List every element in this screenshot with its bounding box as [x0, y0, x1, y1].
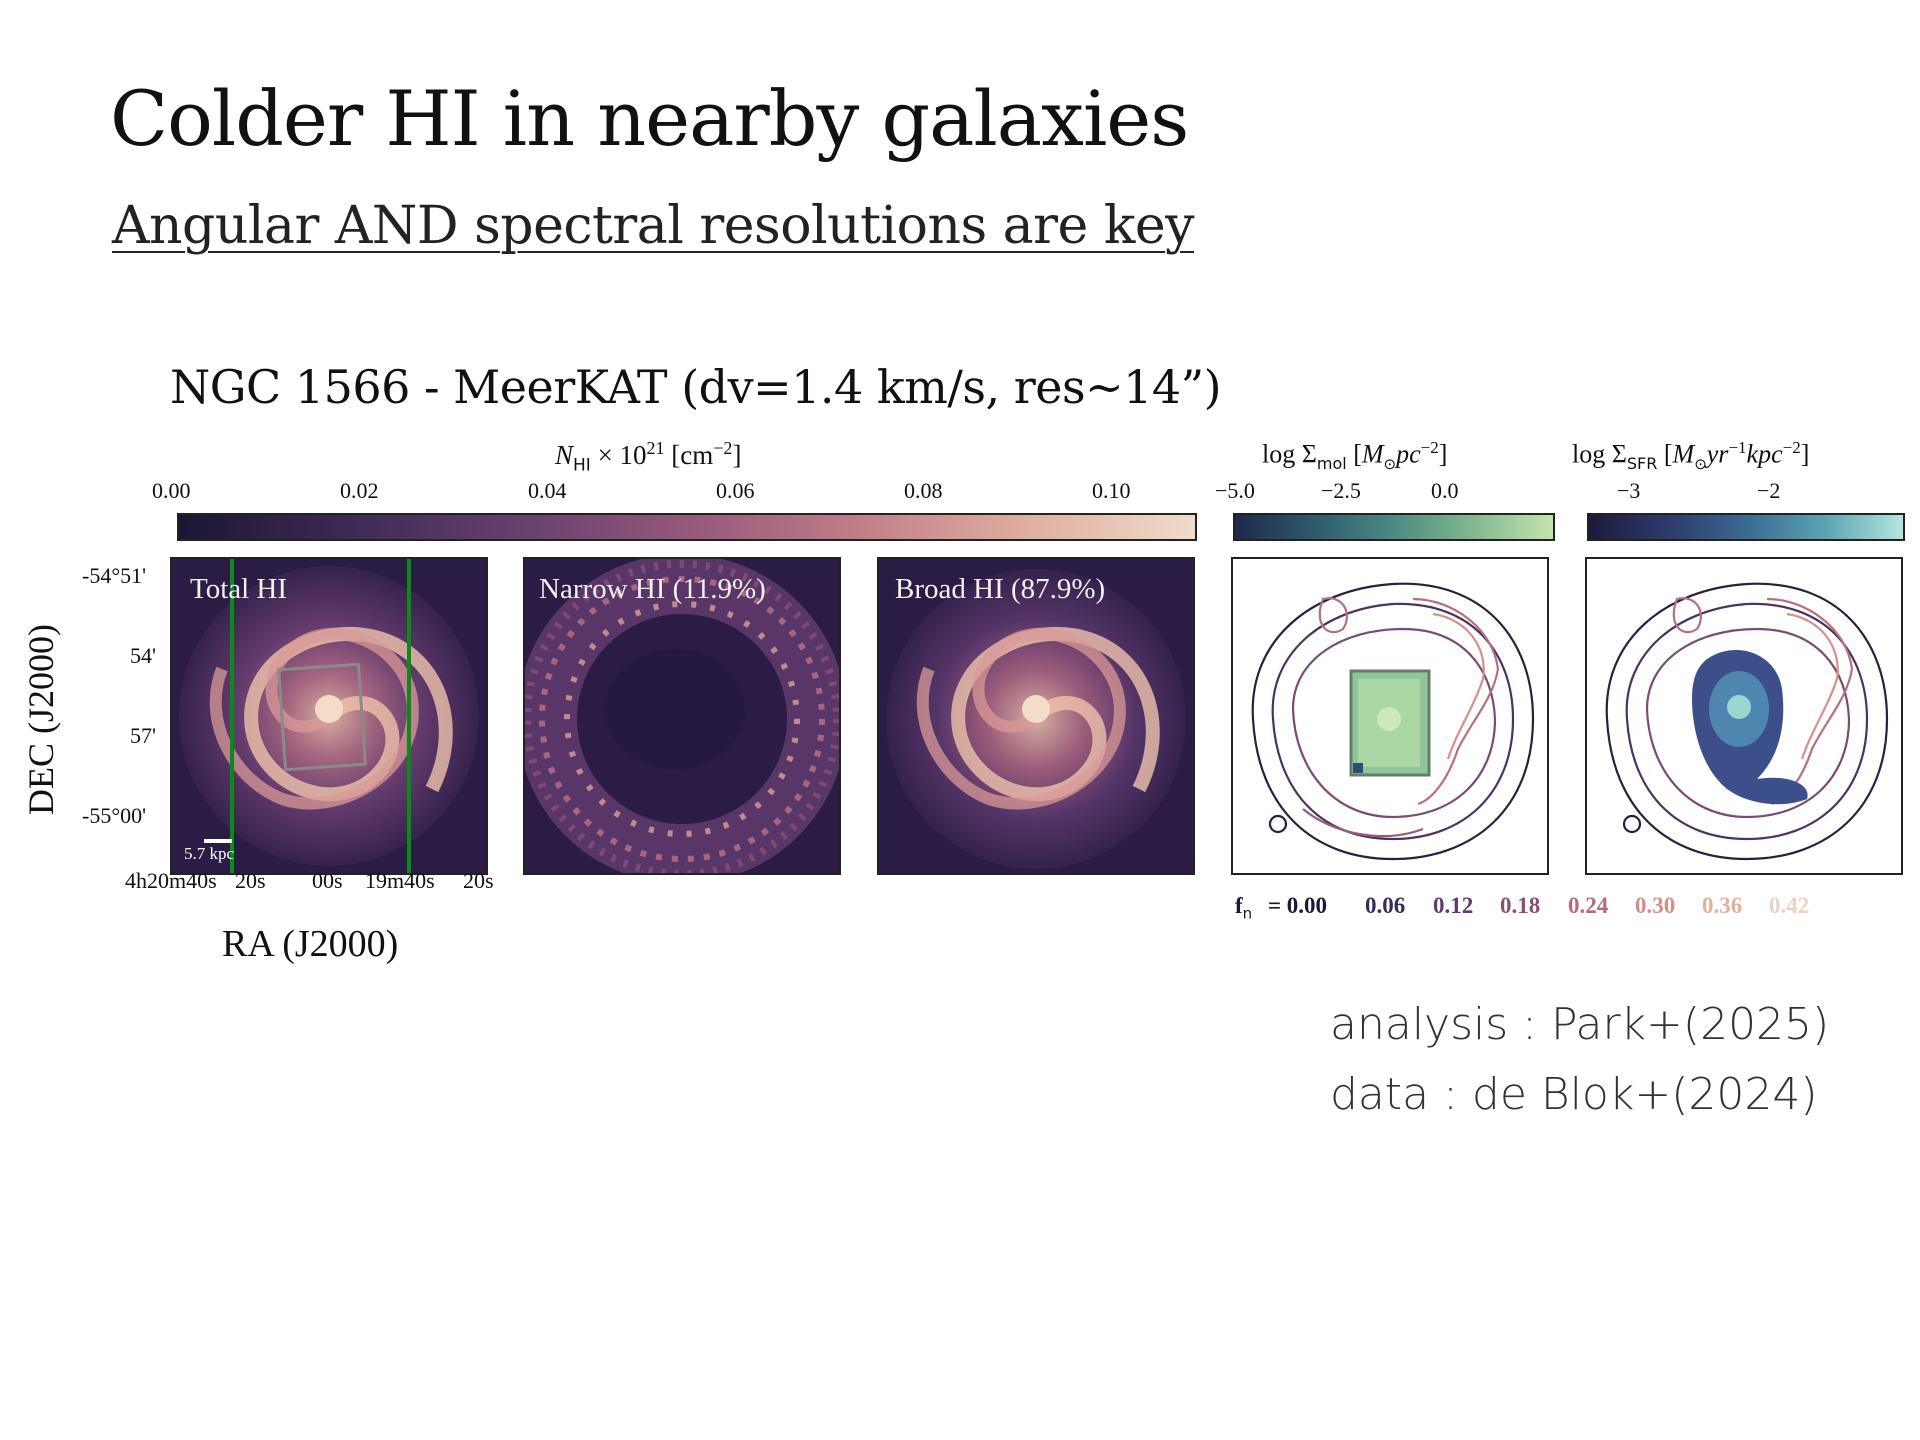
ra-tick: 4h20m40s [125, 868, 217, 893]
contour-level: 0.30 [1635, 893, 1676, 918]
colorbar-hi-ticks: 0.00 0.02 0.04 0.06 0.08 0.10 [152, 478, 1197, 503]
ra-tick: 20s [463, 868, 494, 893]
dec-tick: 57' [130, 723, 156, 748]
molecular-contour-map [1233, 559, 1547, 873]
ra-tick: 00s [312, 868, 343, 893]
contour-level: 0.42 [1769, 893, 1810, 918]
contour-level: 0.06 [1365, 893, 1406, 918]
dec-axis-label: DEC (J2000) [21, 624, 61, 815]
contour-level: 0.18 [1500, 893, 1541, 918]
narrow-hi-map [525, 559, 839, 873]
panel-molecular [1231, 557, 1549, 875]
slide-title: Colder HI in nearby galaxies [110, 74, 1189, 163]
dec-tick: -54°51' [82, 563, 147, 588]
broad-hi-map [879, 559, 1193, 873]
panel-label-narrow: Narrow HI (11.9%) [539, 573, 766, 605]
panel-sfr [1585, 557, 1903, 875]
colorbar-mol-ticks: −5.0 −2.5 0.0 [1215, 478, 1555, 503]
slide-subtitle: Angular AND spectral resolutions are key [112, 196, 1195, 256]
credit-data: data : de Blok+(2024) [1330, 1069, 1818, 1120]
cbar-hi-tick: 0.04 [528, 478, 567, 503]
cbar-sfr-tick: −2 [1757, 478, 1781, 503]
cbar-mol-tick: −2.5 [1321, 478, 1361, 503]
contour-legend-prefix: fn = 0.00 [1235, 893, 1328, 923]
cbar-sfr-tick: −3 [1617, 478, 1641, 503]
contour-level: 0.36 [1702, 893, 1743, 918]
dec-tick: -55°00' [82, 803, 147, 828]
panel-broad-hi: Broad HI (87.9%) [877, 557, 1195, 875]
cbar-hi-tick: 0.02 [340, 478, 379, 503]
dec-tick: 54' [130, 643, 156, 668]
panel-label-total: Total HI [190, 573, 288, 605]
ra-axis-ticks: 4h20m40s 20s 00s 19m40s 20s [125, 868, 525, 898]
colorbar-sfr-ticks: −3 −2 [1587, 478, 1905, 503]
colorbar-mol-label: log Σmol [M⊙pc−2] [1262, 438, 1448, 473]
scalebar-label: 5.7 kpc [184, 844, 235, 863]
contour-level: 0.12 [1433, 893, 1474, 918]
colorbar-hi-label: NHI × 1021 [cm−2] [555, 438, 742, 476]
ra-axis-label: RA (J2000) [222, 923, 399, 965]
panel-total-hi: Total HI 5.7 kpc [170, 557, 488, 875]
cbar-hi-tick: 0.00 [152, 478, 191, 503]
cbar-hi-tick: 0.08 [904, 478, 943, 503]
figure-heading: NGC 1566 - MeerKAT (dv=1.4 km/s, res~14”… [170, 360, 1222, 414]
panel-label-broad: Broad HI (87.9%) [895, 573, 1106, 605]
sfr-contour-map [1587, 559, 1901, 873]
ra-tick: 19m40s [365, 868, 435, 893]
cbar-mol-tick: 0.0 [1431, 478, 1459, 503]
panel-narrow-hi: Narrow HI (11.9%) [523, 557, 841, 875]
cbar-hi-tick: 0.10 [1092, 478, 1131, 503]
total-hi-map [172, 559, 486, 873]
colorbar-sfr-label: log ΣSFR [M⊙yr−1kpc−2] [1572, 438, 1810, 473]
cbar-mol-tick: −5.0 [1215, 478, 1255, 503]
credits: analysis : Park+(2025) data : de Blok+(2… [1330, 990, 1829, 1130]
contour-legend: fn = 0.00 0.06 0.12 0.18 0.24 0.30 0.36 … [1235, 893, 1915, 923]
cbar-hi-tick: 0.06 [716, 478, 755, 503]
colorbar-hi [177, 513, 1197, 541]
credit-analysis: analysis : Park+(2025) [1330, 999, 1830, 1050]
colorbar-mol [1233, 513, 1555, 541]
contour-level: 0.24 [1568, 893, 1609, 918]
ra-tick: 20s [235, 868, 266, 893]
colorbar-sfr [1587, 513, 1905, 541]
